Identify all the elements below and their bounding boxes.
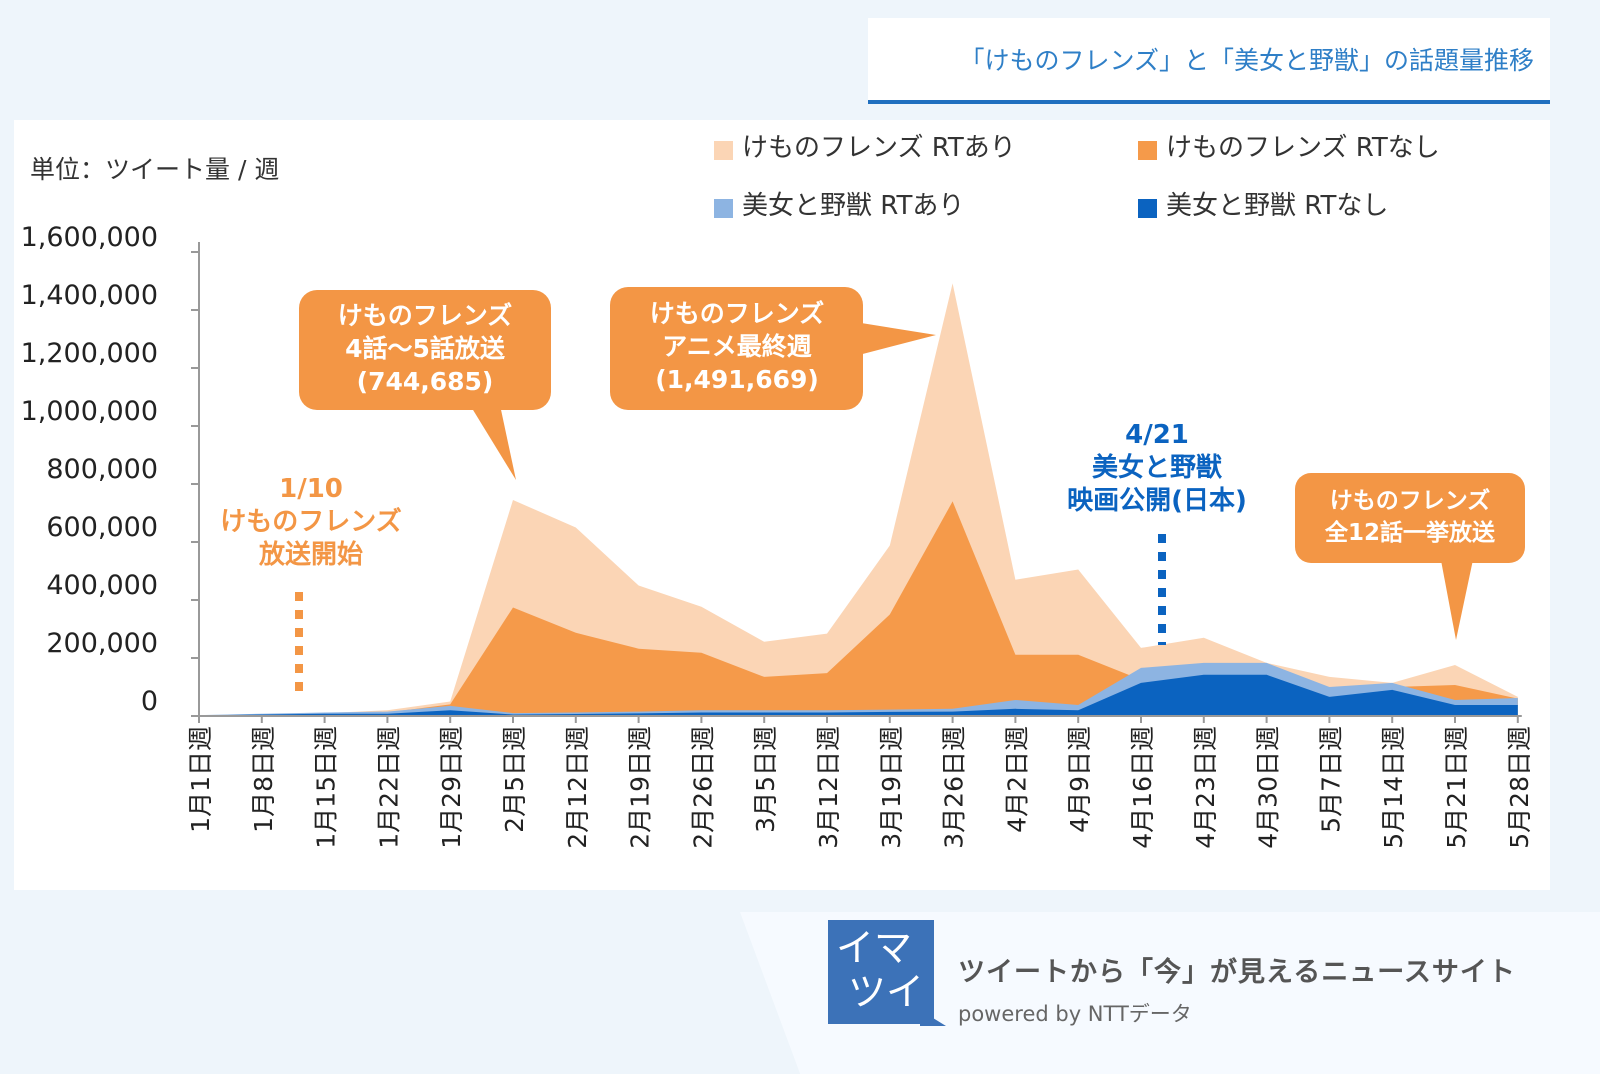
y-tick-label: 600,000	[46, 512, 158, 543]
x-tick-label: 1月22日週	[374, 726, 403, 849]
x-tick-label: 2月5日週	[500, 726, 529, 833]
logo-tail	[920, 1010, 946, 1026]
callout-pointer	[470, 405, 516, 480]
x-tick-label: 5月28日週	[1505, 726, 1534, 849]
annotation-text: 映画公開(日本)	[1067, 486, 1247, 516]
annotation-text: 4/21	[1125, 420, 1189, 450]
x-tick-label: 2月26日週	[688, 726, 717, 849]
logo-line: イマ	[836, 926, 913, 970]
callout-box	[1295, 473, 1525, 563]
area-series-3	[199, 674, 1518, 716]
x-tick-label: 5月14日週	[1379, 726, 1408, 849]
x-tick-label: 3月19日週	[877, 726, 906, 849]
x-tick-label: 4月23日週	[1191, 726, 1220, 849]
x-tick-label: 4月9日週	[1065, 726, 1094, 833]
chart-title-box: 「けものフレンズ」と「美女と野獣」の話題量推移	[868, 18, 1550, 104]
legend-swatch	[1138, 141, 1157, 160]
annotation-text: 美女と野獣	[1092, 452, 1222, 483]
y-tick-label: 1,000,000	[21, 396, 158, 427]
callout-pointer	[1440, 555, 1474, 640]
annotation-text: けものフレンズ	[220, 506, 401, 537]
x-tick-label: 1月1日週	[186, 726, 215, 833]
area-series-1	[199, 501, 1518, 716]
x-tick-label: 5月21日週	[1442, 726, 1471, 849]
tagline: ツイートから「今」が見えるニュースサイト	[958, 957, 1516, 988]
x-tick-label: 2月19日週	[626, 726, 655, 849]
x-tick-label: 4月30日週	[1254, 726, 1283, 849]
annotation-text: けものフレンズ	[1330, 487, 1491, 514]
legend-swatch	[1138, 199, 1157, 218]
y-tick-label: 1,600,000	[21, 222, 158, 253]
area-series-0	[199, 283, 1518, 716]
annotation-text: 4話～5話放送	[345, 334, 505, 363]
imatsui-logo: イマ ツイ	[828, 920, 934, 1024]
annotation-text: (744,685)	[357, 367, 494, 396]
y-tick-label: 1,200,000	[21, 338, 158, 369]
annotation-text: アニメ最終週	[662, 332, 812, 361]
annotation-text: けものフレンズ	[650, 299, 825, 328]
logo-line: ツイ	[848, 970, 925, 1014]
y-tick-label: 200,000	[46, 628, 158, 659]
legend-label: けものフレンズ RTなし	[1166, 133, 1440, 163]
x-tick-label: 3月26日週	[940, 726, 969, 849]
x-tick-label: 3月12日週	[814, 726, 843, 849]
x-tick-label: 1月8日週	[249, 726, 278, 833]
chart-title: 「けものフレンズ」と「美女と野獣」の話題量推移	[959, 46, 1534, 75]
x-tick-label: 5月7日週	[1316, 726, 1345, 833]
annotation-text: けものフレンズ	[338, 301, 513, 330]
x-tick-label: 4月16日週	[1128, 726, 1157, 849]
annotation-text: 1/10	[279, 474, 343, 504]
y-tick-label: 800,000	[46, 454, 158, 485]
legend-label: けものフレンズ RTあり	[742, 133, 1016, 163]
annotation-text: (1,491,669)	[655, 365, 819, 394]
legend-label: 美女と野獣 RTあり	[742, 191, 964, 221]
legend-swatch	[714, 199, 733, 218]
legend-swatch	[714, 141, 733, 160]
annotation-text: 全12話一挙放送	[1324, 519, 1495, 546]
callout-box	[299, 290, 551, 410]
callout-box	[610, 287, 863, 410]
x-tick-label: 2月12日週	[563, 726, 592, 849]
powered-by: powered by NTTデータ	[958, 1002, 1192, 1026]
annotation-text: 放送開始	[258, 539, 363, 570]
x-tick-label: 3月5日週	[751, 726, 780, 833]
x-tick-label: 4月2日週	[1002, 726, 1031, 833]
y-tick-label: 1,400,000	[21, 280, 158, 311]
y-tick-label: 0	[141, 686, 158, 717]
unit-label: 単位：ツイート量 / 週	[30, 155, 279, 184]
chart-panel	[14, 120, 1550, 890]
legend-label: 美女と野獣 RTなし	[1166, 191, 1388, 221]
y-tick-label: 400,000	[46, 570, 158, 601]
x-tick-label: 1月29日週	[437, 726, 466, 849]
callout-pointer	[855, 322, 936, 356]
x-tick-label: 1月15日週	[312, 726, 341, 849]
